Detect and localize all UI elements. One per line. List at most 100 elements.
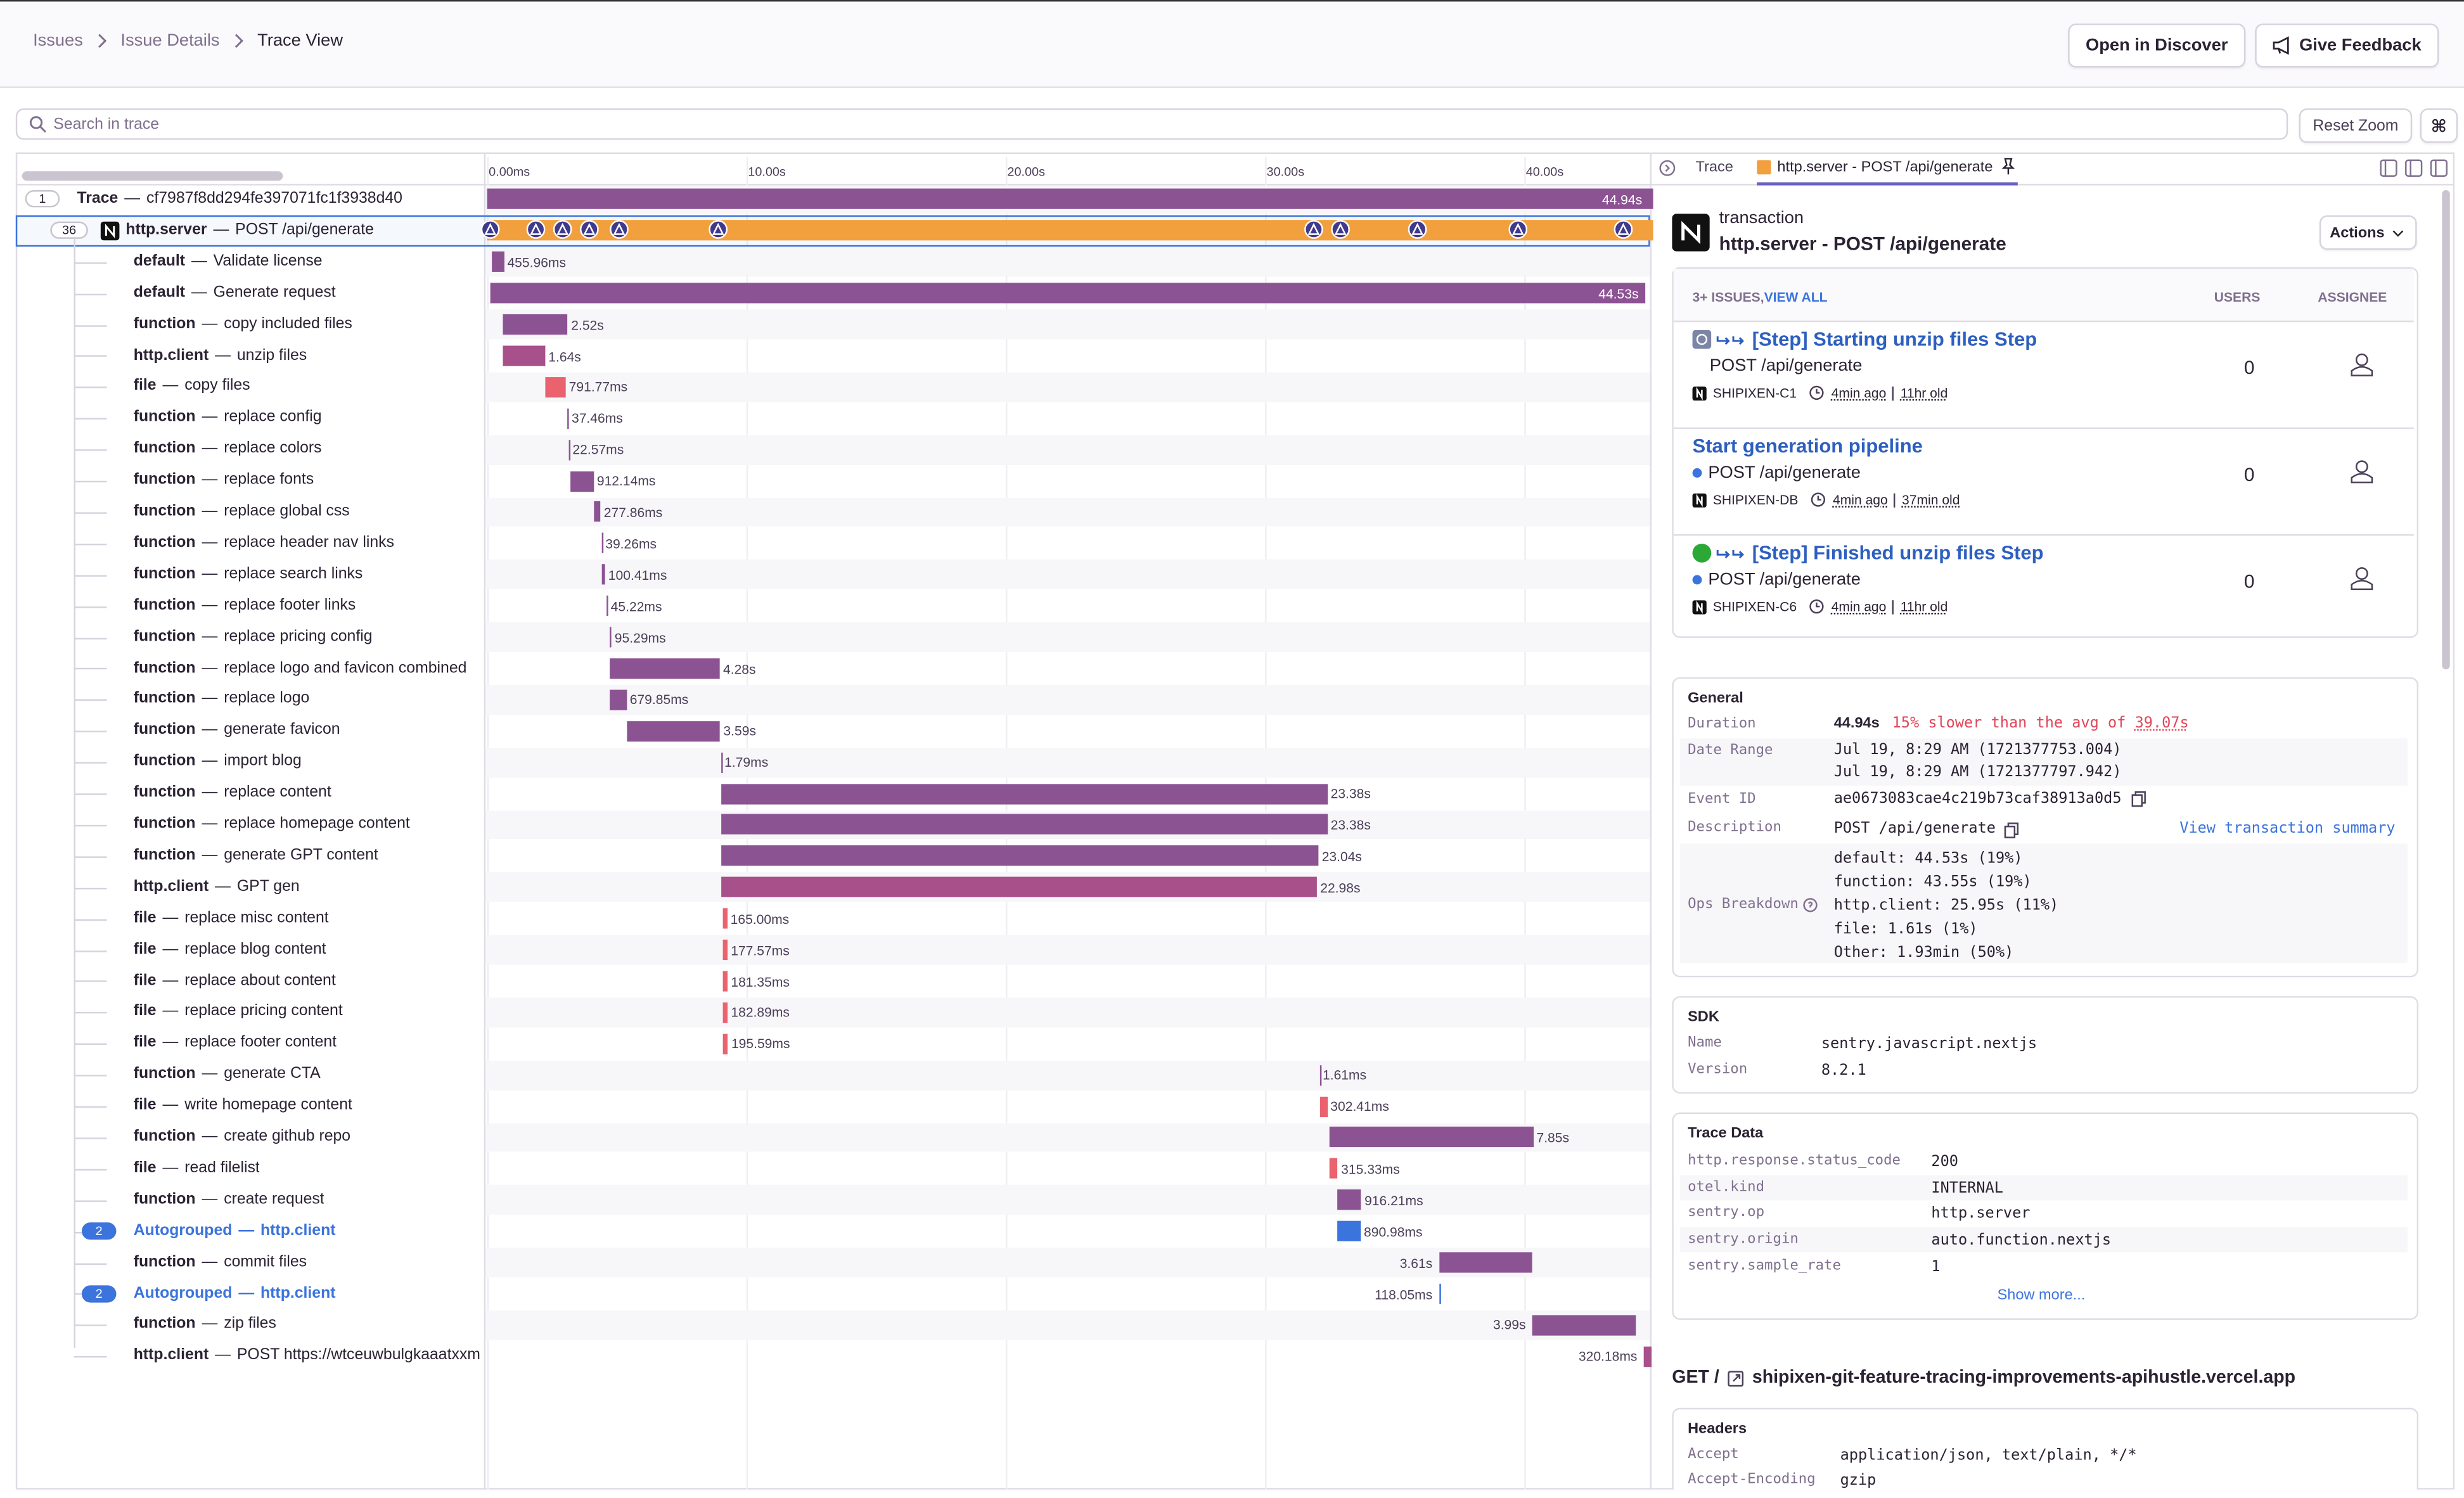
span-desc: replace footer content: [184, 1034, 337, 1052]
error-marker[interactable]: [480, 221, 500, 244]
tree-branch: [74, 543, 107, 546]
row-stripe: [485, 247, 1650, 277]
span-bar: [1337, 1189, 1362, 1210]
span-label[interactable]: http.client — GPT gen: [134, 878, 300, 895]
assignee-icon[interactable]: [2349, 459, 2375, 489]
span-label[interactable]: file — replace footer content: [134, 1034, 337, 1051]
assignee-icon[interactable]: [2349, 566, 2375, 596]
feedback-button[interactable]: Give Feedback: [2255, 23, 2439, 68]
tab[interactable]: Trace: [1695, 158, 1733, 176]
span-label[interactable]: function — replace search links: [134, 565, 363, 582]
span-duration: 39.26ms: [605, 535, 657, 552]
error-marker[interactable]: [1614, 221, 1633, 244]
issue-title-row[interactable]: Start generation pipeline: [1693, 435, 1923, 458]
span-label[interactable]: function — generate favicon: [134, 722, 340, 739]
issue-project: SHIPIXEN-DB: [1712, 492, 1799, 508]
span-label[interactable]: function — replace content: [134, 784, 331, 802]
span-label[interactable]: function — import blog: [134, 753, 302, 770]
span-duration: 320.18ms: [1578, 1348, 1638, 1365]
error-marker[interactable]: [553, 221, 572, 244]
span-label[interactable]: function — replace logo and favicon combin…: [134, 659, 467, 676]
span-label[interactable]: file — replace misc content: [134, 909, 329, 926]
separator: —: [215, 1347, 231, 1365]
span-label[interactable]: function — replace pricing config: [134, 628, 373, 645]
span-label[interactable]: function — commit files: [134, 1253, 307, 1271]
trace-badge[interactable]: 1: [25, 190, 60, 208]
span-bar: [608, 658, 721, 679]
error-marker[interactable]: [1508, 221, 1528, 244]
span-label[interactable]: function — replace homepage content: [134, 816, 410, 833]
span-label[interactable]: function — create request: [134, 1191, 324, 1208]
help-icon-svg: [1803, 898, 1818, 912]
span-label[interactable]: http.client — unzip files: [134, 347, 307, 364]
tab-active[interactable]: http.server - POST /api/generate: [1757, 157, 2018, 186]
span-label[interactable]: function — generate GPT content: [134, 847, 378, 864]
copy-icon[interactable]: [2003, 822, 2019, 844]
shortcut-button[interactable]: ⌘: [2420, 108, 2458, 143]
error-marker[interactable]: [610, 221, 629, 244]
view-all-link[interactable]: VIEW ALL: [1764, 289, 1828, 305]
issue-title-row[interactable]: [Step] Finished unzip files Step: [1692, 542, 2044, 564]
span-bar: [1439, 1283, 1442, 1304]
span-label[interactable]: function — copy included files: [134, 315, 352, 332]
assignee-icon[interactable]: [2349, 352, 2375, 381]
error-marker[interactable]: [709, 221, 728, 244]
span-label[interactable]: file — replace blog content: [134, 940, 326, 957]
error-marker[interactable]: [526, 221, 546, 244]
span-label[interactable]: file — replace pricing content: [134, 1003, 343, 1020]
issue-arrows: [1716, 545, 1748, 561]
span-label[interactable]: function — replace logo: [134, 691, 310, 708]
span-label[interactable]: Autogrouped — http.client: [134, 1284, 336, 1302]
span-label[interactable]: function — create github repo: [134, 1128, 350, 1145]
request-url[interactable]: shipixen-git-feature-tracing-improvement…: [1752, 1368, 2296, 1388]
span-desc: Generate request: [213, 284, 336, 302]
span-label[interactable]: file — write homepage content: [134, 1097, 352, 1114]
span-label[interactable]: function — replace config: [134, 409, 322, 426]
date-range: Jul 19, 8:29 AM (1721377753.004): [1833, 741, 2122, 759]
span-label[interactable]: function — replace fonts: [134, 471, 314, 489]
separator: —: [162, 940, 179, 958]
span-duration: 37.46ms: [571, 410, 623, 426]
actions-button[interactable]: Actions: [2319, 215, 2417, 250]
span-label[interactable]: file — read filelist: [134, 1160, 260, 1177]
autogroup-badge[interactable]: 2: [81, 1284, 117, 1302]
span-label[interactable]: Autogrouped — http.client: [134, 1222, 336, 1239]
span-label[interactable]: file — copy files: [134, 378, 250, 395]
error-marker[interactable]: [1331, 221, 1350, 244]
span-desc: replace pricing content: [184, 1002, 343, 1021]
issue-title-row[interactable]: [Step] Starting unzip files Step: [1692, 328, 2037, 350]
span-label[interactable]: function — zip files: [134, 1316, 276, 1333]
error-marker[interactable]: [1304, 221, 1323, 244]
open-discover-button[interactable]: Open in Discover: [2068, 23, 2246, 68]
badge-count: 1: [39, 191, 46, 206]
search-box[interactable]: Search in trace: [15, 108, 2288, 140]
root-badge[interactable]: 36: [50, 221, 88, 239]
autogroup-badge[interactable]: 2: [81, 1222, 117, 1239]
breadcrumb[interactable]: Issue Details: [120, 31, 220, 51]
span-label[interactable]: function — replace header nav links: [134, 534, 394, 551]
kv-key: Version: [1688, 1062, 1748, 1079]
span-label[interactable]: function — replace footer links: [134, 596, 356, 613]
error-marker[interactable]: [579, 221, 599, 244]
breadcrumb[interactable]: Issues: [33, 31, 83, 51]
span-bar: [606, 596, 608, 617]
span-label[interactable]: file — replace about content: [134, 972, 336, 989]
show-more-link[interactable]: Show more...: [1997, 1286, 2086, 1305]
separator: —: [162, 1002, 179, 1021]
reset-zoom-button[interactable]: Reset Zoom: [2299, 108, 2413, 143]
trace-label: Trace — cf7987f8dd294fe397071fc1f3938d40: [77, 190, 402, 207]
span-label[interactable]: function — replace global css: [134, 503, 350, 520]
error-marker[interactable]: [1408, 221, 1427, 244]
span-label[interactable]: function — generate CTA: [134, 1066, 321, 1083]
copy-icon[interactable]: [2131, 790, 2146, 812]
separator: —: [202, 1253, 218, 1271]
span-label[interactable]: default — Generate request: [134, 284, 336, 301]
span-label[interactable]: default — Validate license: [134, 253, 323, 270]
row-stripe: [485, 747, 1650, 778]
span-label[interactable]: function — replace colors: [134, 440, 322, 458]
summary-link[interactable]: View transaction summary: [2179, 820, 2396, 838]
issue-subtitle-row: POST /api/generate: [1692, 463, 1861, 482]
span-label[interactable]: http.client — POST https://wtceuwbulgkaaat…: [134, 1347, 480, 1364]
row-stripe: [485, 1185, 1650, 1215]
ops-stripe: [1679, 843, 2408, 963]
